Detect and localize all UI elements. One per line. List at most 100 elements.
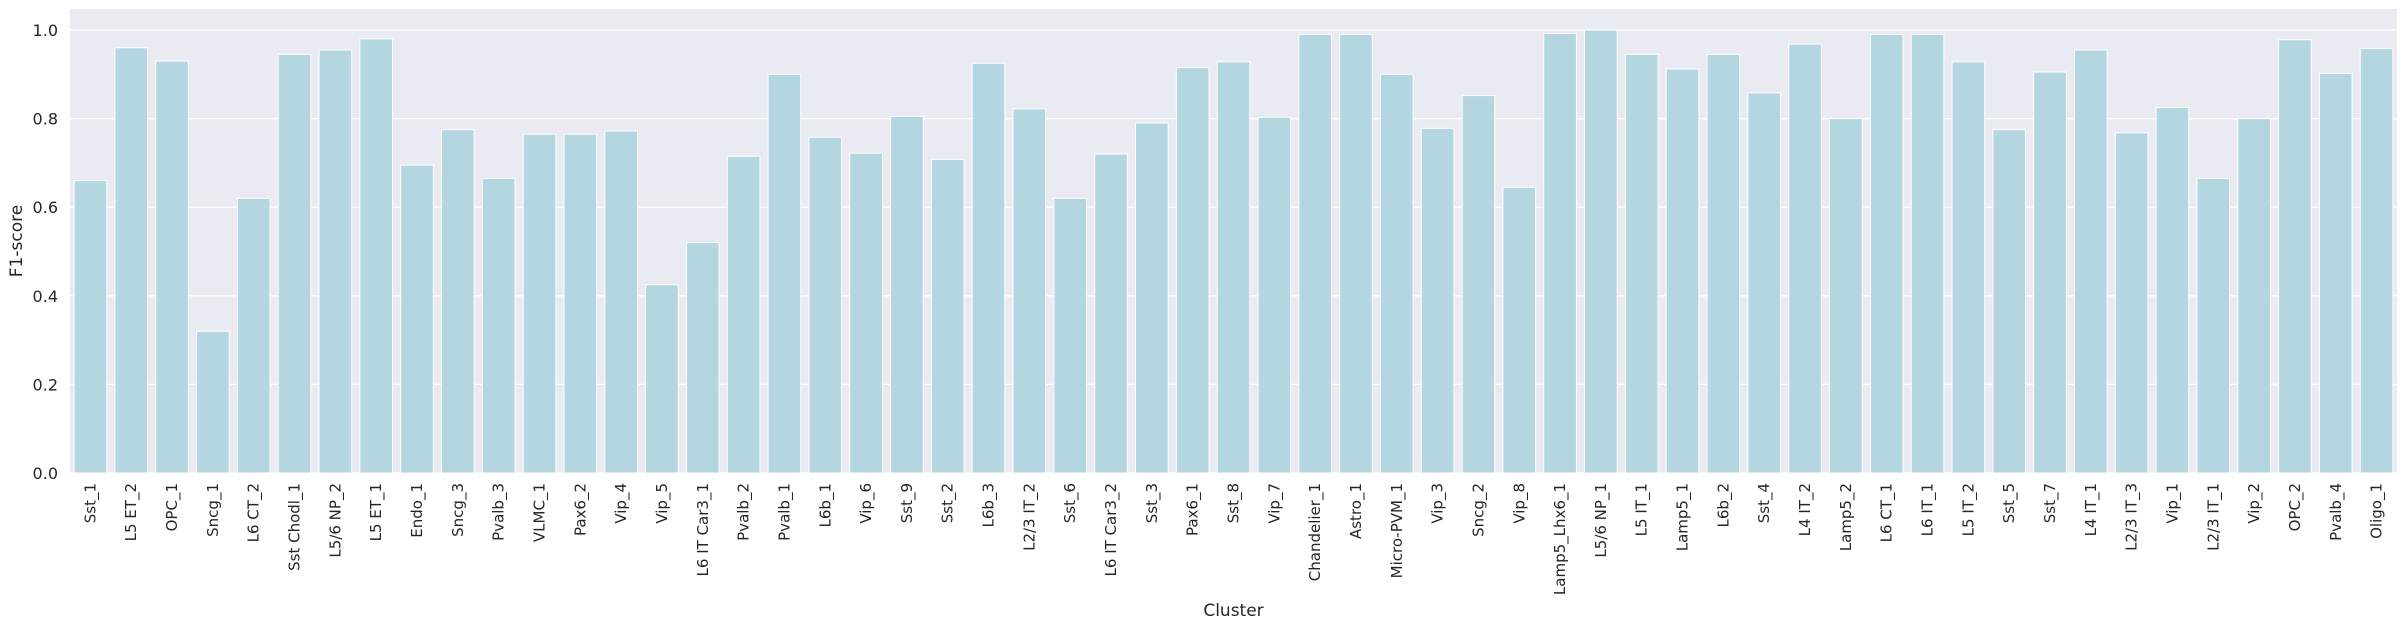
bar — [196, 330, 230, 474]
x-tick-label: Vip_4 — [612, 483, 631, 524]
bar — [2155, 107, 2190, 474]
x-tick-label: Endo_1 — [408, 483, 427, 538]
x-tick-label: L6 IT Car3_1 — [694, 483, 713, 576]
x-tick-label: L6b_1 — [816, 483, 835, 527]
x-tick-label: L4 IT_1 — [2082, 483, 2101, 536]
bar — [481, 177, 516, 474]
bar — [2278, 39, 2312, 474]
y-tick-label: 0.6 — [33, 198, 58, 217]
x-tick-label: Sst_9 — [898, 483, 917, 523]
bar — [1094, 153, 1128, 474]
bar — [1829, 118, 1863, 474]
bar — [1543, 33, 1577, 474]
bar — [400, 164, 434, 474]
x-tick-label: Pvalb_1 — [775, 483, 794, 541]
x-tick-label: OPC_1 — [163, 483, 182, 531]
x-tick-label: Sst_3 — [1143, 483, 1162, 523]
bar — [604, 130, 638, 474]
x-tick-label: Pvalb_2 — [735, 483, 754, 541]
x-tick-label: L5/6 NP_2 — [326, 483, 345, 558]
bar — [1257, 116, 1292, 474]
bar — [563, 133, 598, 474]
x-tick-label: Sst_7 — [2041, 483, 2060, 523]
bar — [2196, 177, 2231, 474]
y-axis-ticks: 0.0 0.2 0.4 0.6 0.8 1.0 — [33, 21, 58, 483]
bar — [522, 133, 557, 474]
bar — [1624, 53, 1659, 474]
bar — [2359, 48, 2394, 474]
bar — [1135, 122, 1169, 474]
x-tick-label: Sst_1 — [81, 483, 100, 523]
x-tick-label: L5 IT_1 — [1633, 483, 1652, 536]
y-tick-label: 1.0 — [33, 21, 58, 40]
x-tick-label: Pax6_2 — [571, 483, 590, 536]
bar — [1420, 127, 1455, 474]
x-tick-label: Sncg_1 — [204, 483, 223, 537]
bar — [685, 242, 720, 474]
x-tick-label: Vip_8 — [1510, 483, 1529, 524]
x-tick-label: Vip_1 — [2163, 483, 2182, 524]
bar — [441, 129, 475, 474]
bar — [114, 47, 149, 474]
x-tick-label: Vip_6 — [857, 483, 876, 524]
bar — [2033, 71, 2067, 474]
x-tick-label: Sncg_3 — [449, 483, 468, 537]
x-tick-label: Pax6_1 — [1184, 483, 1203, 536]
x-tick-label: L6b_3 — [980, 483, 999, 527]
x-tick-label: Vip_3 — [1429, 483, 1448, 524]
bar — [1747, 92, 1782, 474]
x-tick-label: Pvalb_3 — [490, 483, 509, 541]
x-tick-label: L2/3 IT_3 — [2123, 483, 2142, 551]
bar — [1298, 33, 1332, 474]
x-tick-label: Sncg_2 — [1469, 483, 1488, 537]
bar — [1706, 53, 1741, 474]
bars — [73, 29, 2394, 474]
bar — [726, 155, 761, 474]
bar — [930, 158, 965, 474]
x-tick-label: Sst_8 — [1225, 483, 1244, 523]
x-tick-label: Sst_5 — [2000, 483, 2019, 523]
y-tick-label: 0.8 — [33, 110, 58, 129]
x-tick-label: L6b_2 — [1714, 483, 1733, 527]
x-tick-label: L6 IT Car3_2 — [1102, 483, 1121, 576]
y-tick-label: 0.2 — [33, 375, 58, 394]
bar — [1869, 33, 1904, 474]
x-tick-label: Chandelier_1 — [1306, 483, 1325, 581]
bar — [808, 136, 843, 474]
bar — [236, 197, 271, 474]
x-tick-label: Lamp5_1 — [1674, 483, 1693, 551]
x-tick-label: Micro-PVM_1 — [1388, 483, 1407, 578]
x-tick-label: Sst_4 — [1755, 483, 1774, 523]
bar — [1053, 197, 1088, 474]
y-tick-label: 0.4 — [33, 287, 58, 306]
x-tick-label: L4 IT_2 — [1796, 483, 1815, 536]
bar — [890, 115, 924, 474]
x-tick-label: L6 CT_1 — [1878, 483, 1897, 542]
bar — [277, 53, 312, 474]
x-axis-ticks: Sst_1 L5 ET_2 OPC_1 Sncg_1 L6 CT_2 Sst Chodl_… — [81, 483, 2386, 595]
bar — [971, 62, 1006, 474]
bar — [1461, 95, 1496, 474]
x-axis-label: Cluster — [1203, 601, 1263, 621]
x-tick-label: L6 IT_1 — [1919, 483, 1938, 536]
bar — [1951, 61, 1986, 474]
bar — [2114, 132, 2149, 474]
bar — [1502, 186, 1537, 474]
bar — [1992, 129, 2026, 474]
bar — [1910, 33, 1945, 474]
bar — [1216, 61, 1251, 474]
x-tick-label: Vip_2 — [2245, 483, 2264, 524]
x-tick-label: L5 ET_2 — [122, 483, 141, 541]
bar — [1339, 33, 1373, 474]
y-tick-label: 0.0 — [33, 464, 58, 483]
x-tick-label: Vip_7 — [1265, 483, 1284, 524]
bar — [1175, 67, 1210, 474]
bar — [645, 284, 679, 474]
bar — [2073, 49, 2108, 474]
bar — [359, 38, 394, 474]
x-tick-label: L5/6 NP_1 — [1592, 483, 1611, 558]
x-tick-label: L2/3 IT_2 — [1020, 483, 1039, 551]
x-tick-label: L5 ET_1 — [367, 483, 386, 541]
x-tick-label: OPC_2 — [2286, 483, 2305, 531]
